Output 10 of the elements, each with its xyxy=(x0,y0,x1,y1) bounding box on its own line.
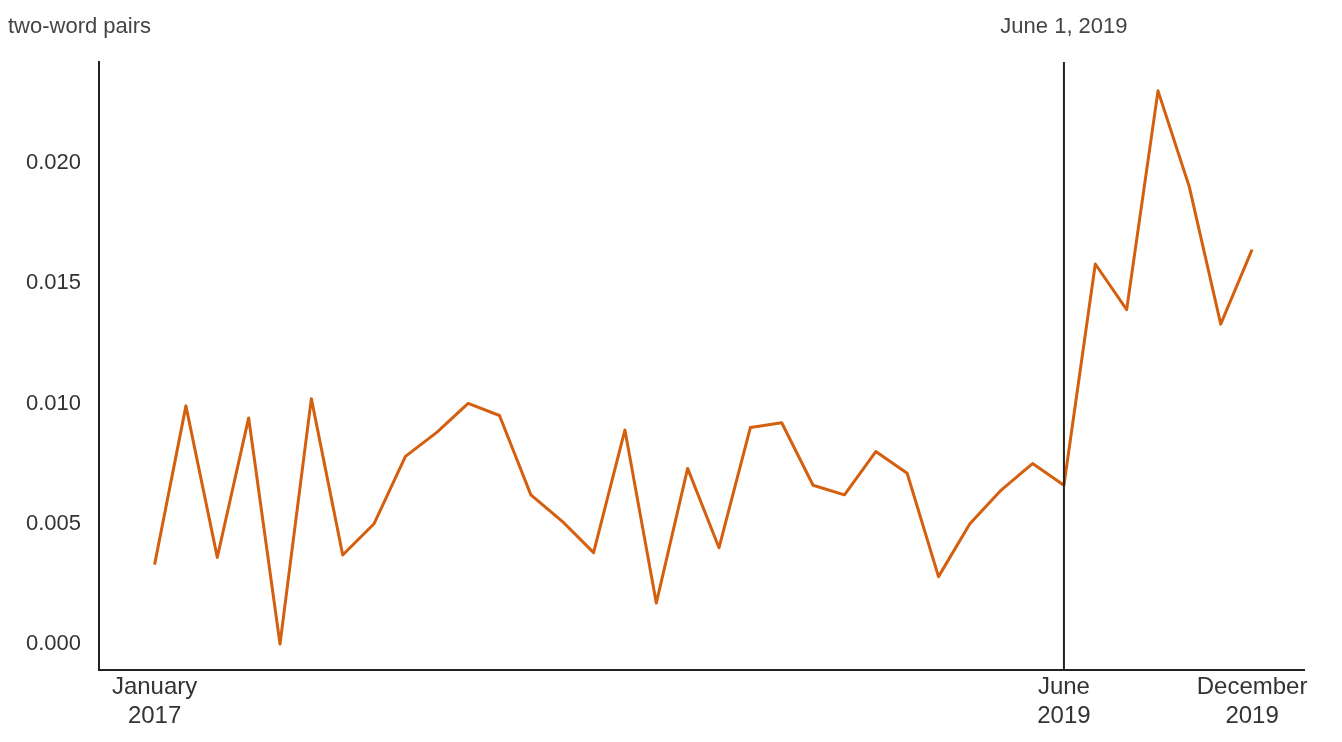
y-axis-title: two-word pairs xyxy=(8,13,152,39)
y-tick-label: 0.005 xyxy=(25,509,82,535)
x-tick-label: December 2019 xyxy=(1196,672,1308,729)
y-tick-label: 0.010 xyxy=(25,389,82,415)
ref-line-label: June 1, 2019 xyxy=(1000,13,1128,39)
y-tick-label: 0.015 xyxy=(25,269,82,295)
x-tick-label: January 2017 xyxy=(111,672,198,729)
y-tick-label: 0.020 xyxy=(25,149,82,175)
x-tick-label: June 2019 xyxy=(1037,672,1091,729)
y-tick-label: 0.000 xyxy=(25,630,82,656)
